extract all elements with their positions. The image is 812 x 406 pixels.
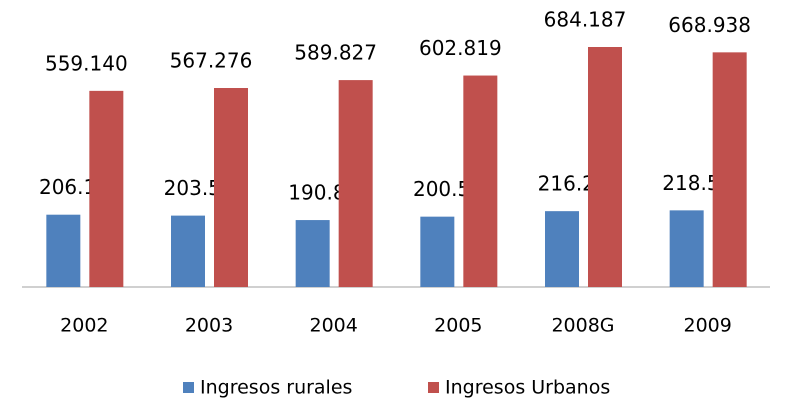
x-tick-label: 2005: [434, 315, 482, 337]
bar: [89, 90, 124, 287]
x-tick-label: 2004: [309, 315, 357, 337]
legend-swatch: [428, 382, 439, 393]
bar: [420, 216, 455, 287]
bar: [669, 210, 704, 287]
bar: [338, 80, 373, 287]
bar: [545, 211, 579, 287]
bar: [295, 220, 330, 287]
legend-label: Ingresos rurales: [200, 377, 352, 399]
bar: [171, 215, 205, 287]
bar: [46, 214, 81, 287]
x-tick-label: 2003: [185, 315, 233, 337]
value-label: 589.827: [294, 41, 377, 65]
bar: [463, 75, 498, 287]
x-tick-label: 2002: [60, 315, 108, 337]
value-label: 559.140: [45, 51, 128, 75]
legend-swatch: [183, 382, 194, 393]
bar: [712, 52, 747, 288]
value-label: 684.187: [544, 8, 627, 32]
x-tick-label: 2009: [683, 315, 731, 337]
value-label: 602.819: [419, 36, 502, 60]
bar: [214, 88, 248, 287]
bar: [588, 47, 622, 287]
value-label: 567.276: [170, 49, 253, 73]
value-label: 668.938: [668, 13, 751, 37]
legend-label: Ingresos Urbanos: [445, 377, 610, 399]
x-tick-label: 2008G: [551, 315, 614, 337]
